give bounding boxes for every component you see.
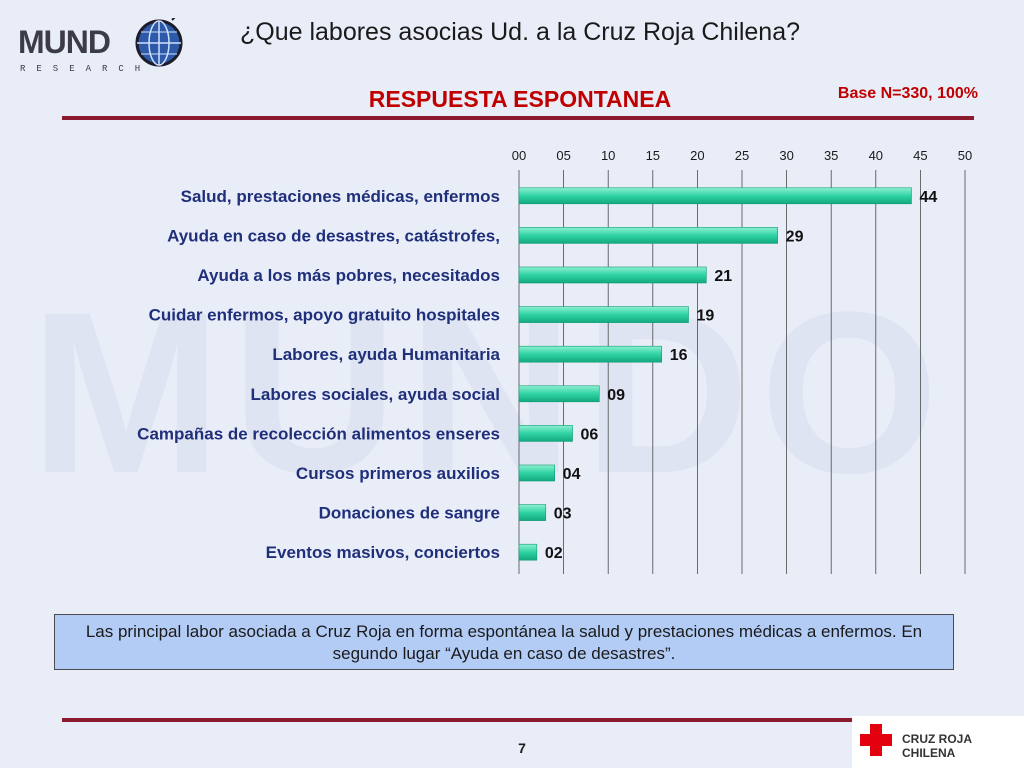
data-label: 29 [786, 228, 804, 245]
bar-chart: 00 05 10 15 20 25 30 35 40 45 50 Salud, prestacion… [137, 148, 972, 574]
bar [518, 385, 600, 403]
category-label: Donaciones de sangre [319, 504, 500, 523]
x-tick-label: 20 [690, 148, 704, 163]
data-label: 19 [696, 308, 714, 325]
x-tick-label: 00 [512, 148, 526, 163]
category-label: Labores, ayuda Humanitaria [272, 345, 500, 364]
category-label: Campañas de recolección alimentos ensere… [137, 424, 500, 443]
bar [518, 266, 707, 284]
base-label: Base N=330, 100% [837, 85, 978, 102]
page-title: ¿Que labores asocias Ud. a la Cruz Roja … [240, 18, 800, 46]
bar [518, 543, 538, 561]
logo-word: MUND [18, 24, 111, 60]
bar [518, 345, 663, 363]
x-tick-label: 30 [779, 148, 793, 163]
x-tick-label: 05 [556, 148, 570, 163]
x-tick-label: 10 [601, 148, 615, 163]
bar [518, 227, 778, 244]
bar [518, 187, 912, 205]
category-label: Cuidar enfermos, apoyo gratuito hospital… [149, 306, 500, 325]
category-label: Eventos masivos, conciertos [266, 543, 500, 562]
data-label: 02 [545, 545, 563, 562]
summary-note: Las principal labor asociada a Cruz Roja… [54, 614, 954, 670]
x-tick-label: 35 [824, 148, 838, 163]
data-label: 03 [554, 506, 572, 523]
header-divider [62, 116, 974, 120]
data-label: 09 [607, 387, 625, 404]
data-label: 04 [563, 466, 581, 483]
data-label: 16 [670, 347, 688, 364]
category-label: Ayuda a los más pobres, necesitados [197, 266, 500, 285]
bar [518, 464, 555, 482]
globe-icon [135, 18, 183, 67]
category-label: Salud, prestaciones médicas, enfermos [181, 187, 500, 206]
brand-label: CRUZ ROJA CHILENA [902, 732, 972, 760]
bar [518, 306, 689, 323]
logo-subtitle: RESEARCH [20, 64, 152, 74]
mundo-research-logo: MUND RESEARCH [18, 12, 183, 78]
red-cross-icon [860, 724, 892, 756]
x-tick-label: 45 [913, 148, 927, 163]
data-label: 06 [581, 426, 599, 443]
x-tick-label: 40 [869, 148, 883, 163]
category-label: Ayuda en caso de desastres, catástrofes, [167, 226, 500, 245]
data-label: 21 [714, 268, 732, 285]
bar [518, 504, 547, 521]
x-tick-label: 15 [646, 148, 660, 163]
data-label: 44 [919, 189, 937, 206]
cruz-roja-brand: CRUZ ROJA CHILENA [852, 716, 1024, 768]
x-tick-label: 50 [958, 148, 972, 163]
category-label: Cursos primeros auxilios [296, 464, 500, 483]
x-tick-label: 25 [735, 148, 749, 163]
footer-divider [62, 718, 852, 722]
page-subtitle: RESPUESTA ESPONTANEA [368, 86, 672, 112]
page-number: 7 [518, 740, 526, 756]
bar [518, 425, 573, 442]
category-label: Labores sociales, ayuda social [251, 385, 500, 404]
